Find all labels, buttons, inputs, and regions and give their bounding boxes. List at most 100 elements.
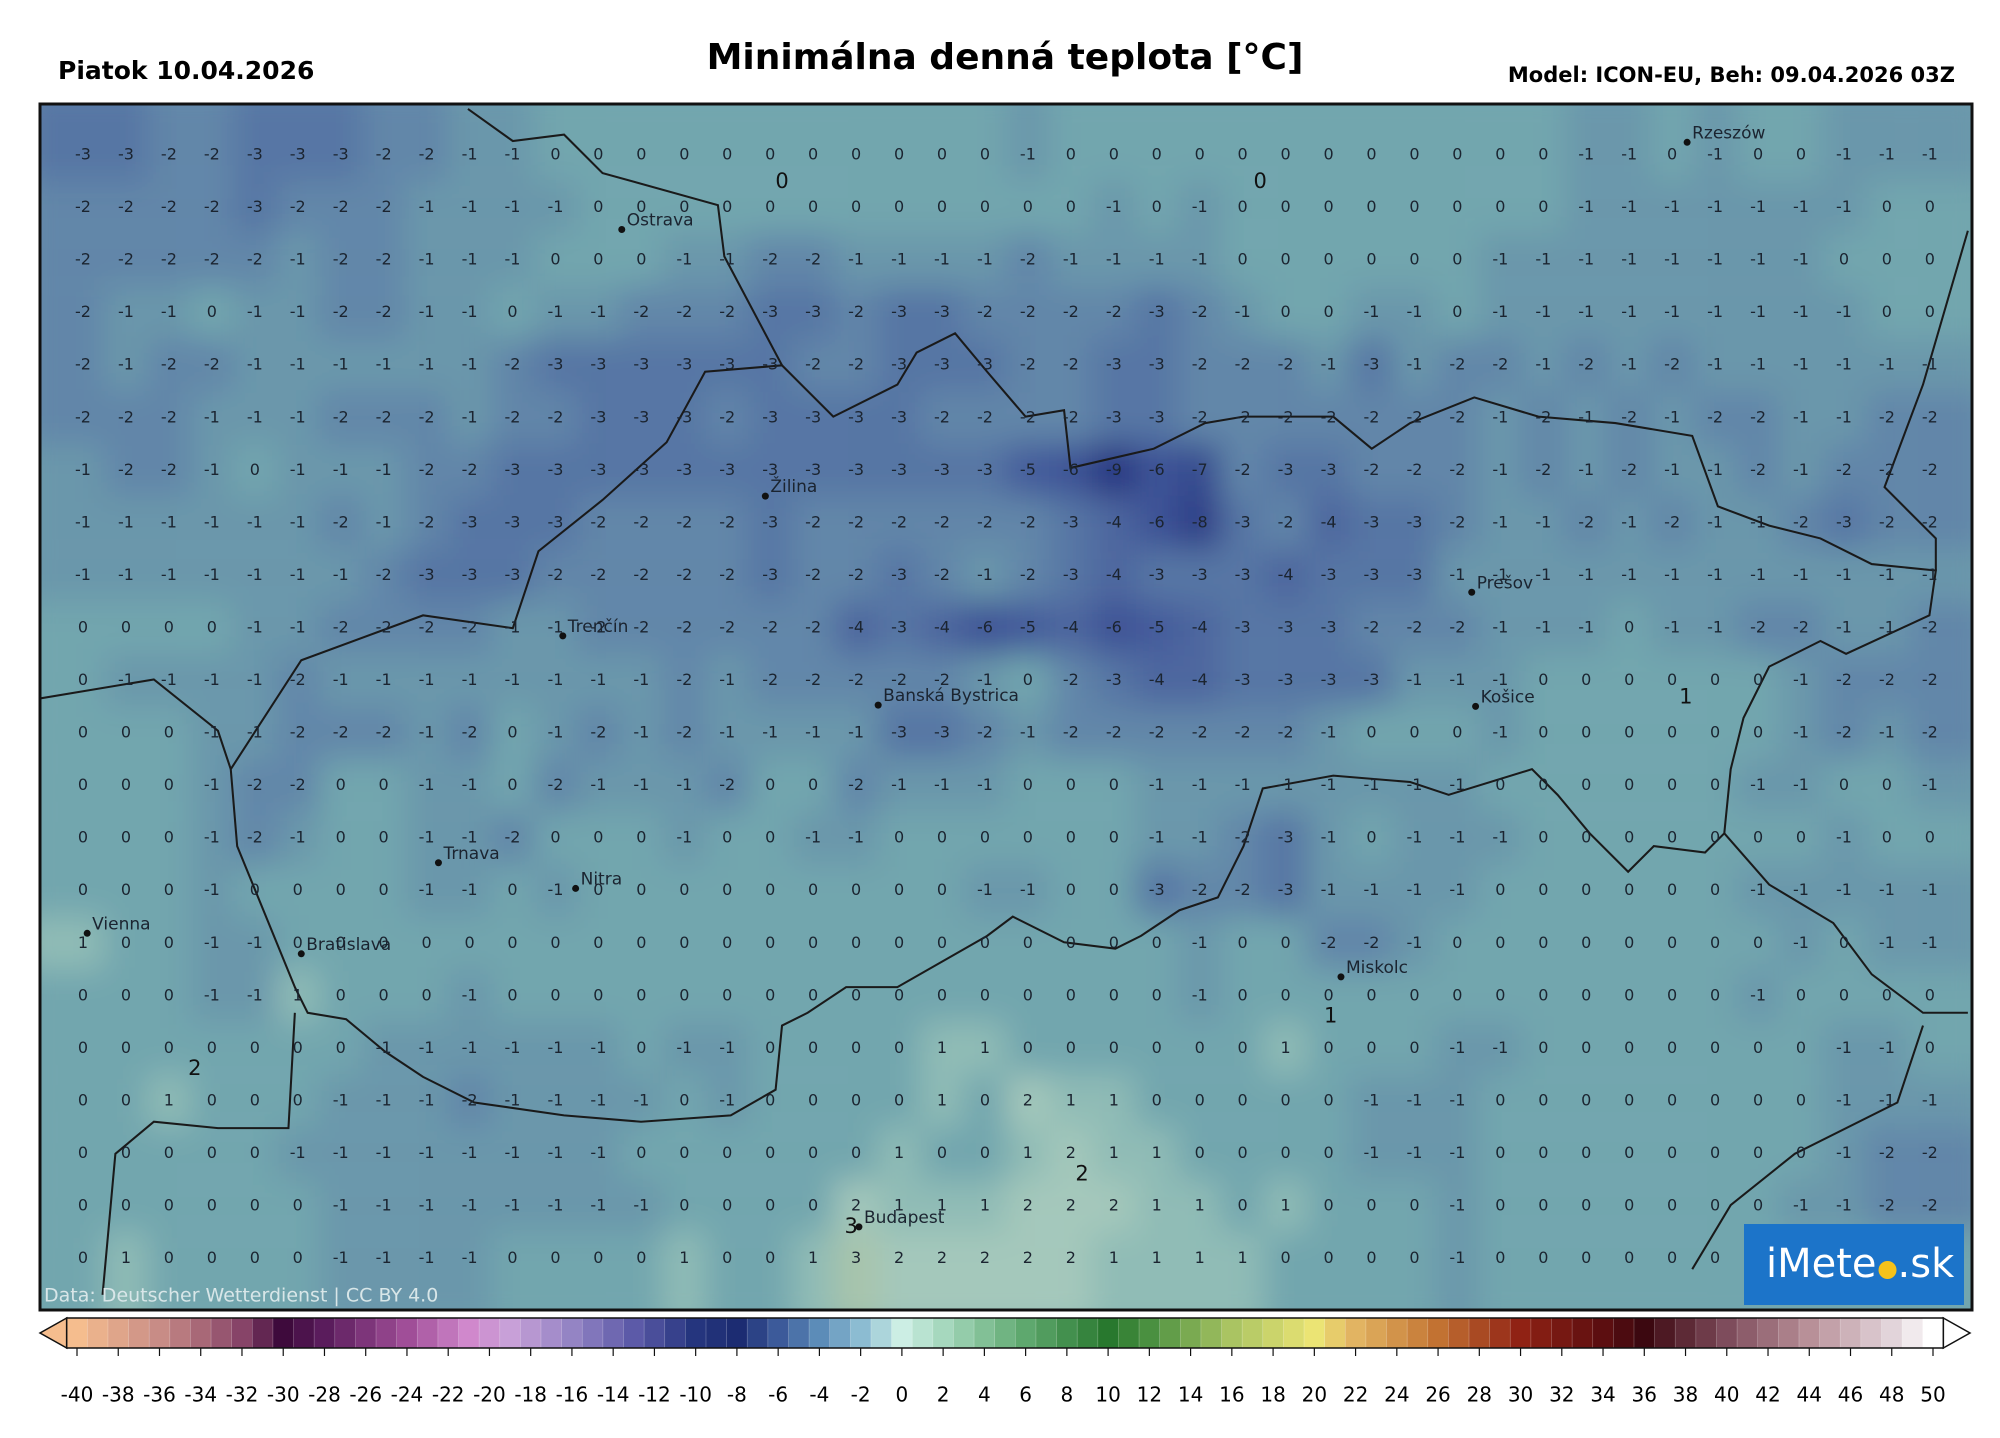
grid-value: -1: [1364, 775, 1380, 794]
field-cell: [533, 1179, 577, 1233]
grid-value: 0: [164, 1196, 174, 1215]
grid-value: -2: [1449, 617, 1465, 636]
colorbar-cell: [994, 1317, 1017, 1349]
colorbar-cell: [1138, 1317, 1161, 1349]
grid-value: 0: [164, 933, 174, 952]
grid-value: 0: [1581, 1248, 1591, 1267]
field-cell: [1865, 391, 1909, 445]
field-cell: [1392, 1022, 1436, 1075]
field-cell: [1307, 104, 1351, 182]
field-cell: [877, 286, 921, 339]
field-cell: [1350, 1232, 1393, 1310]
field-cell: [1178, 233, 1222, 287]
field-cell: [1865, 338, 1909, 392]
colorbar-cell: [334, 1317, 357, 1349]
field-cell: [233, 654, 277, 707]
city-label: Košice: [1481, 687, 1535, 707]
grid-value: -1: [1836, 1038, 1852, 1057]
grid-value: -3: [891, 460, 907, 479]
grid-value: -1: [1793, 355, 1809, 374]
field-cell: [405, 338, 449, 392]
grid-value: -2: [1922, 670, 1938, 689]
field-cell: [448, 654, 492, 707]
field-cell: [233, 104, 277, 182]
field-cell: [1135, 759, 1179, 812]
field-cell: [1264, 1022, 1308, 1075]
grid-value: 0: [1066, 880, 1076, 899]
field-cell: [1307, 916, 1351, 970]
field-cell: [877, 654, 921, 707]
grid-value: -2: [1750, 460, 1766, 479]
field-cell: [104, 916, 148, 970]
field-cell: [791, 1179, 835, 1233]
grid-value: 1: [980, 1196, 990, 1215]
grid-value: 0: [78, 775, 88, 794]
grid-value: 0: [593, 985, 603, 1004]
grid-value: 0: [894, 1090, 904, 1109]
grid-value: 0: [164, 1248, 174, 1267]
grid-value: 0: [1581, 670, 1591, 689]
grid-value: -1: [547, 880, 563, 899]
grid-value: 0: [808, 1038, 818, 1057]
grid-value: -2: [1578, 512, 1594, 531]
grid-value: -4: [1106, 512, 1122, 531]
field-cell: [1607, 391, 1651, 445]
field-cell: [533, 181, 577, 234]
field-cell: [1822, 864, 1866, 917]
grid-value: 0: [1495, 933, 1505, 952]
grid-value: -2: [848, 302, 864, 321]
field-cell: [1908, 916, 1972, 970]
field-cell: [1392, 391, 1436, 445]
grid-value: -2: [1063, 302, 1079, 321]
field-cell: [448, 759, 492, 812]
grid-value: 0: [1538, 670, 1548, 689]
grid-value: -3: [719, 460, 735, 479]
grid-value: -1: [118, 302, 134, 321]
colorbar-tick-label: -12: [638, 1383, 671, 1407]
grid-value: 0: [593, 250, 603, 269]
field-cell: [190, 338, 234, 392]
field-cell: [533, 916, 577, 970]
field-cell: [1822, 338, 1866, 392]
grid-value: 0: [1538, 985, 1548, 1004]
grid-value: 0: [293, 1090, 303, 1109]
field-cell: [1779, 969, 1823, 1023]
field-cell: [1693, 706, 1737, 760]
grid-value: -1: [204, 880, 220, 899]
colorbar-cell: [1798, 1317, 1821, 1349]
colorbar-cell: [1901, 1317, 1924, 1349]
grid-value: 0: [1538, 145, 1548, 164]
field-cell: [491, 969, 534, 1023]
grid-value: -2: [1836, 670, 1852, 689]
grid-value: -1: [1879, 355, 1895, 374]
grid-value: -1: [1406, 828, 1422, 847]
grid-value: -1: [1406, 1143, 1422, 1162]
field-cell: [1049, 1232, 1093, 1310]
colorbar-cell: [1860, 1317, 1883, 1349]
grid-value: -1: [462, 407, 478, 426]
field-cell: [533, 444, 577, 497]
field-cell: [920, 969, 964, 1023]
grid-value: -3: [247, 145, 263, 164]
field-cell: [190, 1074, 234, 1128]
field-cell: [576, 496, 620, 550]
grid-value: 0: [894, 880, 904, 899]
grid-value: -1: [1836, 355, 1852, 374]
field-cell: [877, 706, 921, 760]
grid-value: -1: [1578, 617, 1594, 636]
field-cell: [1135, 1232, 1179, 1310]
field-cell: [405, 916, 449, 970]
field-cell: [877, 864, 921, 917]
grid-value: -1: [1879, 1090, 1895, 1109]
field-cell: [705, 181, 749, 234]
grid-value: 0: [1710, 985, 1720, 1004]
grid-value: 0: [1624, 828, 1634, 847]
grid-value: -3: [977, 355, 993, 374]
grid-value: -1: [1192, 775, 1208, 794]
grid-value: 0: [679, 933, 689, 952]
grid-value: -1: [1836, 302, 1852, 321]
field-cell: [1564, 706, 1608, 760]
field-cell: [40, 233, 105, 287]
field-cell: [533, 391, 577, 445]
field-cell: [963, 549, 1007, 602]
